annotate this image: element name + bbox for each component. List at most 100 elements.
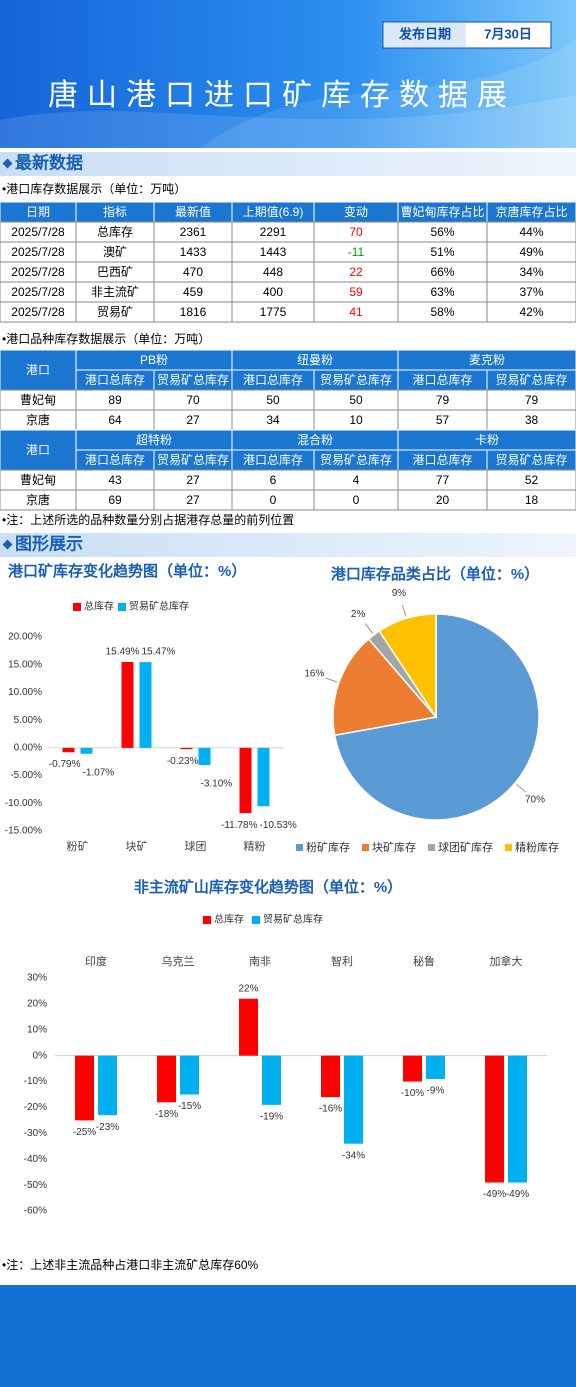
bar xyxy=(180,747,193,750)
table-cell: 64 xyxy=(108,413,122,427)
table-cell: 49% xyxy=(519,245,543,259)
table-cell: 2025/7/28 xyxy=(11,225,65,239)
legend-swatch xyxy=(252,916,260,924)
sub-header: 贸易矿总库存 xyxy=(157,372,229,387)
table-cell: 4 xyxy=(353,473,360,487)
table-header-cell xyxy=(0,429,77,471)
data-label: -49% xyxy=(483,1189,506,1200)
legend-swatch xyxy=(118,603,126,611)
chart-title: 港口矿库存变化趋势图（单位：%） xyxy=(8,562,246,580)
bar xyxy=(344,1055,363,1144)
table-cell: 89 xyxy=(108,393,122,407)
leader-line xyxy=(325,677,338,683)
x-tick-label: 加拿大 xyxy=(490,954,523,968)
table-cell: 43 xyxy=(108,473,122,487)
y-tick-label: 20% xyxy=(27,999,47,1010)
y-tick-label: -10.00% xyxy=(5,798,42,809)
legend-label: 精粉库存 xyxy=(515,840,559,854)
y-tick-label: -60% xyxy=(24,1206,47,1217)
chart-title: 港口库存品类占比（单位：%） xyxy=(331,565,539,583)
table-header: 最新值 xyxy=(175,204,211,219)
bar xyxy=(80,747,93,754)
table-cell: 58% xyxy=(430,305,454,319)
bar xyxy=(321,1055,340,1098)
note: •注：上述所选的品种数量分别占据港存总量的前列位置 xyxy=(2,512,294,527)
bar xyxy=(62,747,75,753)
y-tick-label: -15.00% xyxy=(5,826,42,837)
group-header: PB粉 xyxy=(140,353,168,367)
sub-header: 港口总库存 xyxy=(412,372,472,387)
section-bar xyxy=(0,533,576,557)
y-tick-label: -30% xyxy=(24,1128,47,1139)
table-cell: 400 xyxy=(263,285,283,299)
table-cell: 44% xyxy=(519,225,543,239)
pie-slice xyxy=(332,638,438,737)
legend-label: 总库存 xyxy=(214,913,244,926)
table-cell: 澳矿 xyxy=(103,245,127,259)
bar xyxy=(157,1055,176,1103)
data-label: 70% xyxy=(525,794,545,805)
table-cell: 69 xyxy=(108,493,122,507)
data-label: -0.23% xyxy=(167,756,199,767)
section-title: 最新数据 xyxy=(15,152,83,172)
table-cell: 38 xyxy=(525,413,539,427)
chart-title: 非主流矿山库存变化趋势图（单位：%） xyxy=(134,878,402,896)
table-header: 港口 xyxy=(26,443,50,457)
sub-header: 贸易矿总库存 xyxy=(495,372,567,387)
footer xyxy=(0,1285,576,1387)
legend-swatch xyxy=(362,844,369,851)
data-label: 2% xyxy=(351,609,366,620)
table-cell: 51% xyxy=(430,245,454,259)
table-cell: 59 xyxy=(349,285,363,299)
table-cell: 京唐 xyxy=(26,492,50,507)
table-header: 变动 xyxy=(344,204,368,219)
data-label: 22% xyxy=(238,983,258,994)
table-cell: 57 xyxy=(436,413,450,427)
x-tick-label: 块矿 xyxy=(126,840,148,853)
bar xyxy=(403,1055,422,1082)
page-title: 唐山港口进口矿库存数据展 xyxy=(48,79,516,112)
table-cell: -11 xyxy=(348,245,365,259)
y-tick-label: 5.00% xyxy=(14,715,42,726)
data-label: -10.53% xyxy=(260,820,297,831)
bar xyxy=(121,661,134,748)
bar xyxy=(98,1055,117,1116)
table-cell: 0 xyxy=(270,493,277,507)
section-title: 图形展示 xyxy=(15,533,83,553)
y-tick-label: 20.00% xyxy=(8,632,42,643)
group-header: 超特粉 xyxy=(136,432,172,447)
data-label: -19% xyxy=(260,1111,283,1122)
table-cell: 2025/7/28 xyxy=(11,285,65,299)
sub-header: 港口总库存 xyxy=(85,372,145,387)
y-tick-label: -5.00% xyxy=(10,770,42,781)
leader-line xyxy=(516,783,527,793)
group-header: 卡粉 xyxy=(475,433,499,447)
y-tick-label: -10% xyxy=(24,1076,47,1087)
bar xyxy=(262,1055,281,1105)
table-header: 指标 xyxy=(103,204,127,219)
table-cell: 2025/7/28 xyxy=(11,305,65,319)
table-cell: 京唐 xyxy=(26,412,50,427)
data-label: -15% xyxy=(178,1101,201,1112)
sub-header: 贸易矿总库存 xyxy=(157,452,229,467)
table-cell: 1775 xyxy=(260,305,287,319)
legend-label: 贸易矿总库存 xyxy=(129,600,189,613)
table-cell: 42% xyxy=(519,305,543,319)
table-cell: 20 xyxy=(436,493,450,507)
table-caption: •港口库存数据展示（单位：万吨） xyxy=(2,181,186,196)
data-label: -1.07% xyxy=(83,767,115,778)
legend-label: 总库存 xyxy=(84,600,114,613)
y-tick-label: 0.00% xyxy=(14,742,42,753)
data-label: -23% xyxy=(96,1122,119,1133)
data-label: -11.78% xyxy=(221,820,258,831)
table-cell: 2025/7/28 xyxy=(11,245,65,259)
legend-swatch xyxy=(428,844,435,851)
table-cell: 贸易矿 xyxy=(97,305,133,319)
table-cell: 63% xyxy=(430,285,454,299)
table-cell: 448 xyxy=(263,265,283,279)
table-cell: 1443 xyxy=(260,245,287,259)
section-icon xyxy=(2,158,13,169)
table-cell: 1816 xyxy=(180,305,207,319)
